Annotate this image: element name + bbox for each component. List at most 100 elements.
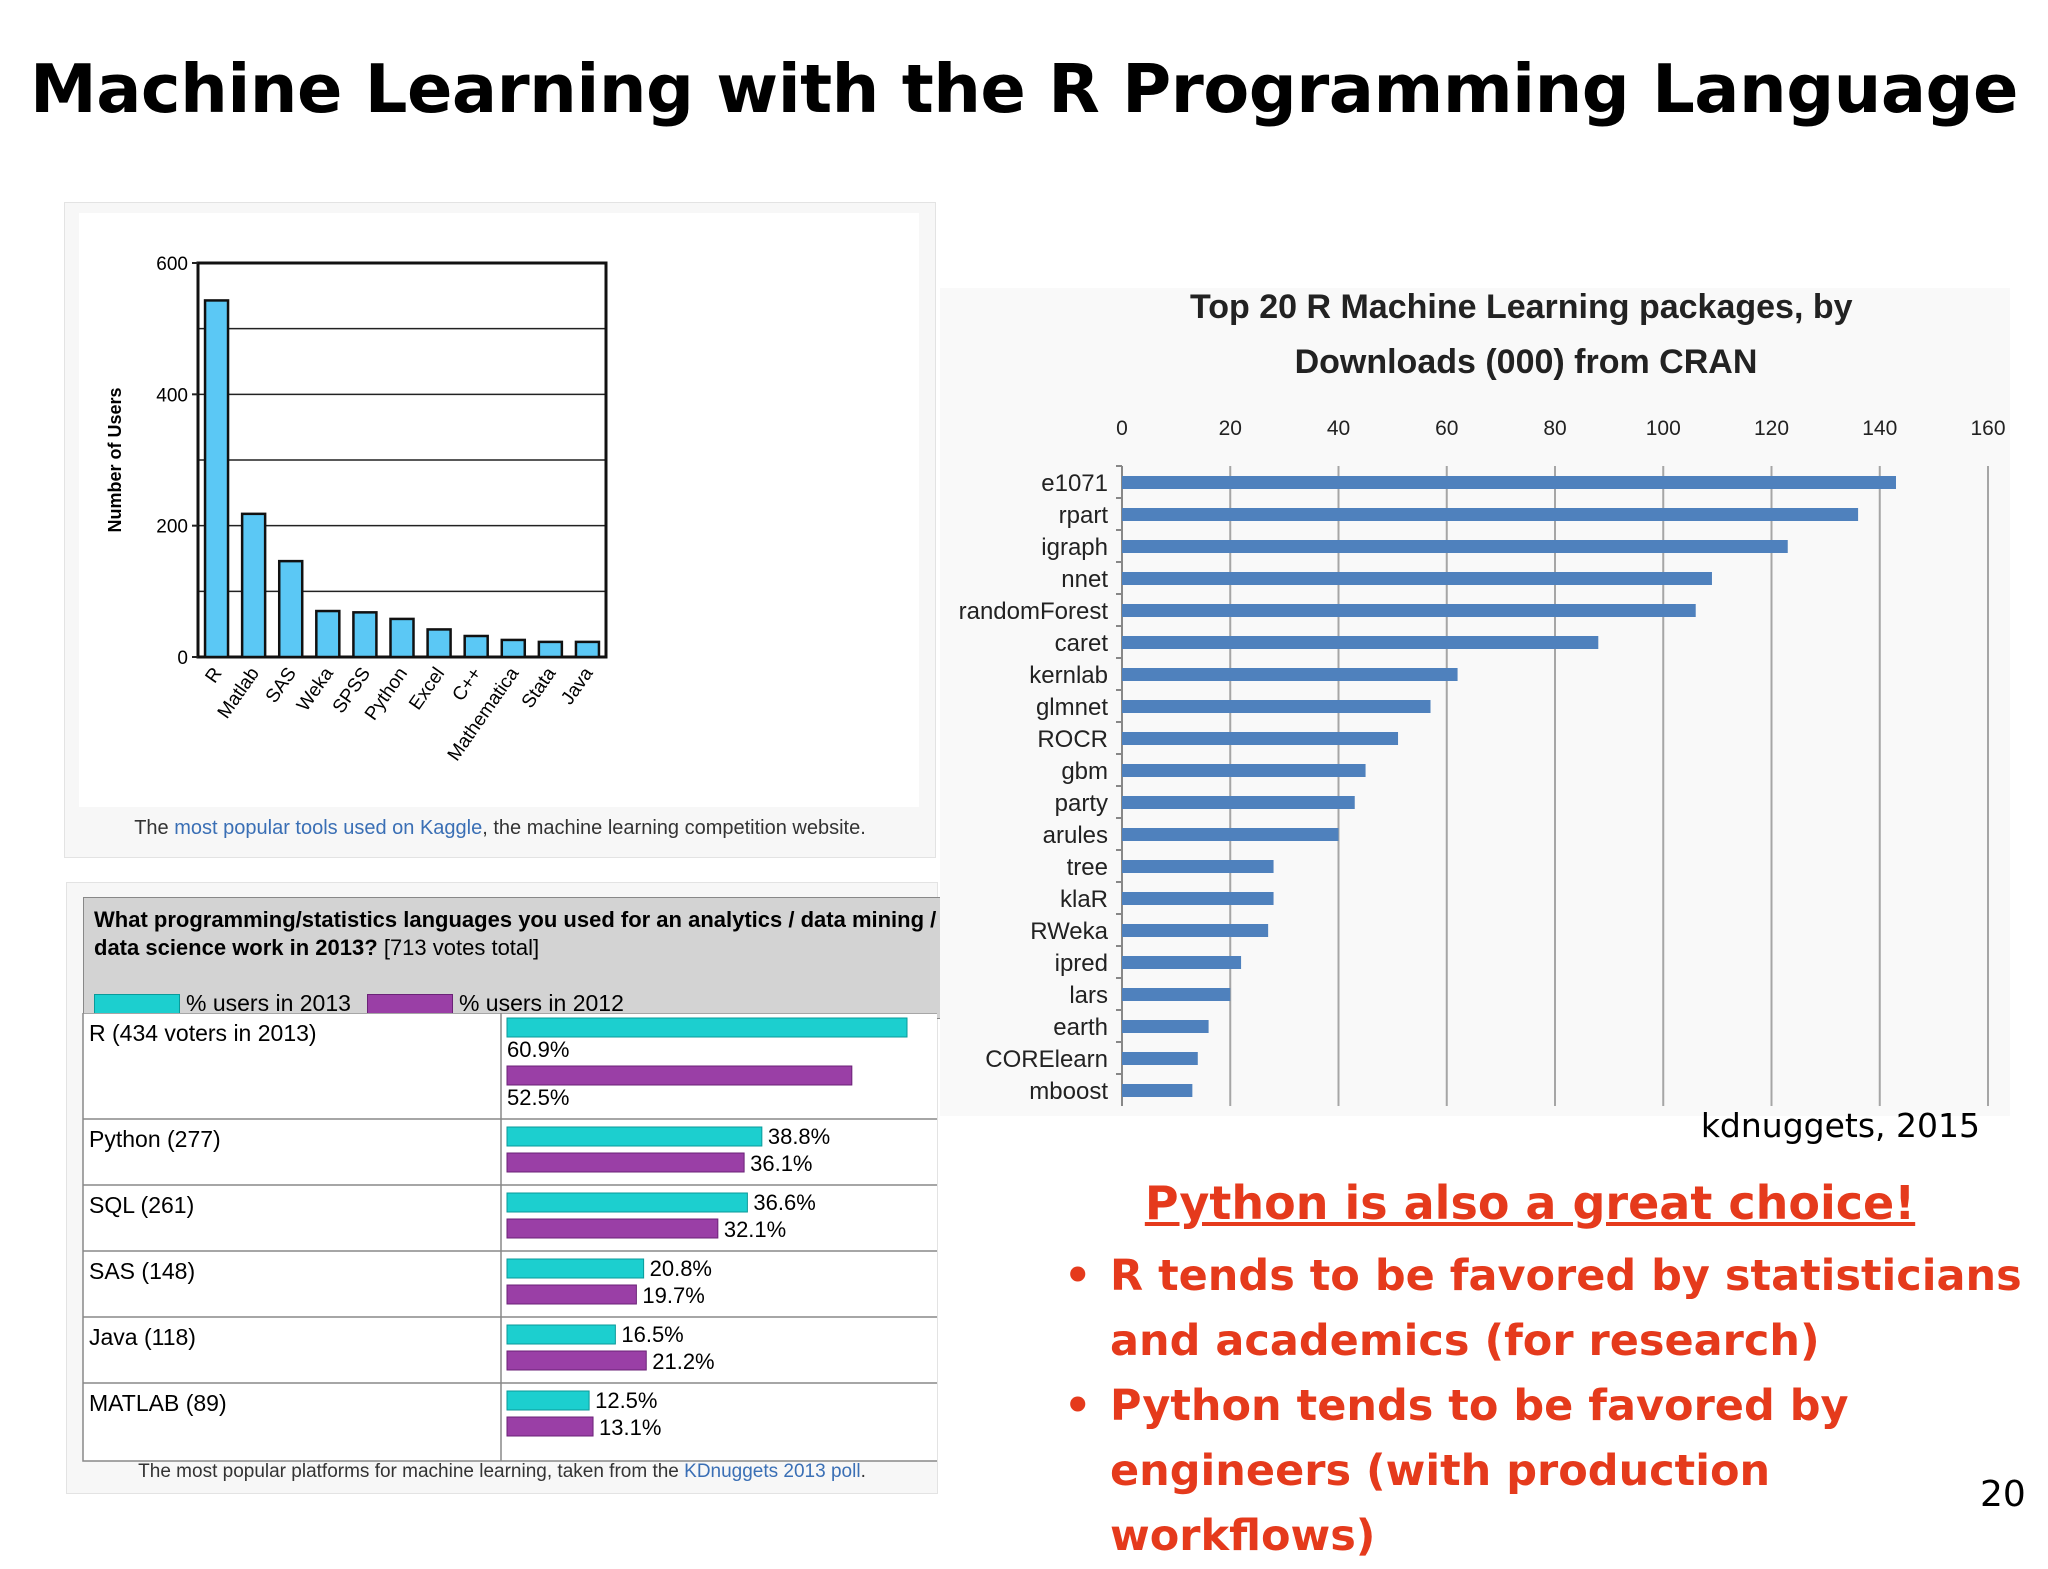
- cran-y-tick-label: RWeka: [1030, 918, 1108, 945]
- cran-bar: [1122, 860, 1274, 873]
- kaggle-bar: [389, 617, 415, 659]
- poll-bar-2012: [506, 1152, 745, 1173]
- poll-row-label: R (434 voters in 2013): [89, 1020, 317, 1046]
- kaggle-bar: [574, 640, 601, 659]
- python-heading: Python is also a great choice!: [1144, 1176, 1916, 1230]
- cran-y-tick-label: earth: [1053, 1014, 1108, 1041]
- poll-bar-2013: [506, 1324, 616, 1345]
- cran-y-tick-label: tree: [1067, 854, 1108, 881]
- bullet-dot-icon: •: [1064, 1381, 1092, 1431]
- poll-value-label-2013: 36.6%: [753, 1190, 815, 1215]
- bullet-item: • R tends to be favored by statisticians …: [1064, 1244, 2024, 1374]
- legend-2013-swatch: [94, 993, 180, 1014]
- poll-value-label-2012: 52.5%: [507, 1085, 569, 1110]
- poll-bar-2013: [506, 1390, 590, 1411]
- kaggle-y-tick-label: 400: [156, 385, 188, 406]
- poll-bar-2012: [506, 1350, 647, 1371]
- poll-row-label: SAS (148): [89, 1258, 195, 1284]
- cran-y-tick-label: igraph: [1041, 534, 1108, 561]
- bullet-list: • R tends to be favored by statisticians …: [1064, 1244, 2024, 1569]
- cran-chart-title: Top 20 R Machine Learning packages, by D…: [1190, 288, 1862, 381]
- poll-bar-2012: [506, 1284, 637, 1305]
- kaggle-bar: [240, 512, 267, 659]
- kaggle-caption: The most popular tools used on Kaggle, t…: [134, 817, 866, 839]
- poll-caption: The most popular platforms for machine l…: [138, 1461, 866, 1482]
- cran-x-tick-label: 160: [1970, 417, 2005, 440]
- cran-bar: [1122, 828, 1339, 841]
- kaggle-bar: [203, 299, 230, 659]
- poll-row-label: Java (118): [89, 1324, 196, 1350]
- poll-value-label-2012: 13.1%: [599, 1415, 661, 1440]
- legend-2012-label: % users in 2012: [458, 990, 624, 1016]
- legend-2013-label: % users in 2013: [186, 990, 351, 1016]
- cran-bar: [1122, 988, 1231, 1001]
- cran-y-tick-label: klaR: [1060, 886, 1108, 913]
- cran-y-tick-label: randomForest: [959, 598, 1109, 625]
- bullet-item: • Python tends to be favored by engineers…: [1064, 1374, 2024, 1569]
- poll-value-label-2013: 60.9%: [507, 1037, 569, 1062]
- cran-bar: [1122, 476, 1896, 489]
- cran-y-tick-label: party: [1055, 790, 1108, 817]
- poll-bar-2012: [506, 1065, 853, 1086]
- cran-y-tick-label: kernlab: [1029, 662, 1108, 689]
- poll-bar-2012: [506, 1218, 719, 1239]
- cran-y-tick-label: gbm: [1061, 758, 1108, 785]
- poll-value-label-2012: 19.7%: [642, 1283, 704, 1308]
- cran-y-tick-label: nnet: [1061, 566, 1108, 593]
- cran-bar: [1122, 636, 1599, 649]
- cran-chart-panel: Top 20 R Machine Learning packages, by D…: [940, 288, 2010, 1116]
- kaggle-bar: [500, 638, 527, 659]
- poll-bar-2013: [506, 1017, 908, 1038]
- poll-row-label: MATLAB (89): [89, 1390, 227, 1416]
- poll-value-label-2013: 20.8%: [650, 1256, 712, 1281]
- poll-legend: % users in 2013 % users in 2012: [94, 990, 624, 1017]
- cran-y-tick-label: caret: [1055, 630, 1109, 657]
- cran-bar: [1122, 732, 1399, 745]
- cran-bar: [1122, 668, 1458, 681]
- cran-y-tick-label: mboost: [1029, 1078, 1108, 1105]
- poll-row-label: SQL (261): [89, 1192, 194, 1218]
- kaggle-bar: [277, 559, 304, 659]
- poll-bar-2013: [506, 1126, 763, 1147]
- kaggle-y-axis-label: Number of Users: [105, 387, 125, 532]
- kaggle-chart-panel: Number of Users 0 200 400 600 R Matlab SAS Wek…: [64, 202, 936, 858]
- cran-y-tick-label: glmnet: [1036, 694, 1108, 721]
- poll-bar-2013: [506, 1192, 748, 1213]
- poll-header: What programming/statistics languages yo…: [83, 897, 983, 1019]
- cran-bar: [1122, 604, 1696, 617]
- cran-bar: [1122, 1084, 1193, 1097]
- bullet-dot-icon: •: [1064, 1251, 1092, 1301]
- cran-y-tick-label: rpart: [1059, 502, 1109, 529]
- cran-bar: [1122, 1052, 1198, 1065]
- slide-title: Machine Learning with the R Programming …: [30, 50, 2018, 128]
- cran-bar: [1122, 924, 1269, 937]
- cran-bar: [1122, 572, 1712, 585]
- cran-x-tick-label: 60: [1435, 417, 1458, 440]
- cran-x-tick-label: 40: [1327, 417, 1350, 440]
- cran-x-tick-label: 100: [1646, 417, 1681, 440]
- cran-y-tick-label: lars: [1069, 982, 1108, 1009]
- kaggle-y-tick-label: 0: [177, 648, 188, 669]
- poll-caption-link[interactable]: KDnuggets 2013 poll: [684, 1461, 861, 1482]
- poll-value-label-2012: 32.1%: [724, 1217, 786, 1242]
- poll-question: What programming/statistics languages yo…: [94, 907, 937, 960]
- cran-bar: [1122, 700, 1431, 713]
- legend-2012-swatch: [366, 993, 453, 1014]
- cran-x-tick-label: 20: [1219, 417, 1242, 440]
- kaggle-bar: [315, 609, 341, 659]
- cran-x-tick-label: 120: [1754, 417, 1789, 440]
- poll-value-label-2013: 38.8%: [768, 1124, 830, 1149]
- cran-bar-chart: Top 20 R Machine Learning packages, by D…: [959, 288, 2006, 1106]
- cran-bar: [1122, 1020, 1209, 1033]
- poll-value-label-2012: 36.1%: [750, 1151, 812, 1176]
- kaggle-bar: [537, 640, 564, 659]
- poll-value-label-2013: 12.5%: [595, 1388, 657, 1413]
- cran-x-tick-label: 80: [1543, 417, 1566, 440]
- poll-value-label-2012: 21.2%: [652, 1349, 714, 1374]
- kaggle-bar: [463, 634, 489, 659]
- cran-bar: [1122, 540, 1788, 553]
- poll-value-label-2013: 16.5%: [621, 1322, 683, 1347]
- kaggle-caption-link[interactable]: most popular tools used on Kaggle: [174, 817, 483, 839]
- poll-panel: What programming/statistics languages yo…: [66, 882, 983, 1494]
